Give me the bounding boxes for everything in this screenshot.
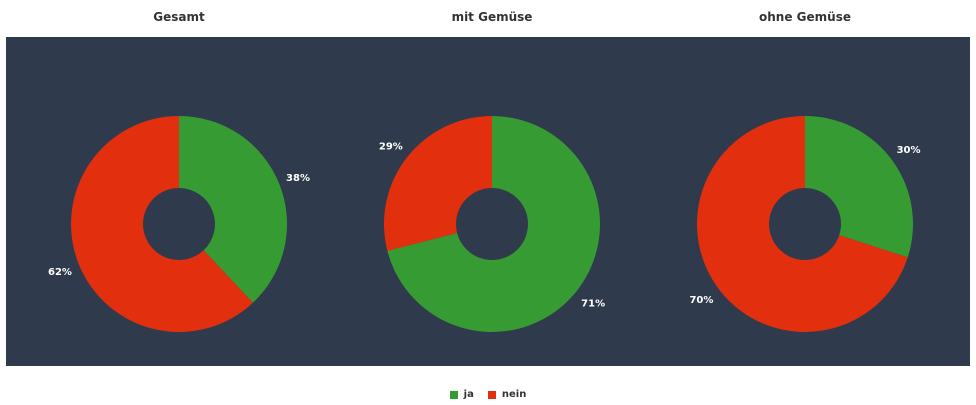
slice-label-2-nein: 70% — [689, 295, 713, 306]
slice-1-ja[interactable] — [387, 116, 600, 332]
chart-title-mit-gemuese: mit Gemüse — [451, 10, 533, 24]
legend-item-ja[interactable]: ja — [449, 389, 474, 400]
slice-label-1-ja: 71% — [581, 298, 605, 309]
legend-swatch-ja — [449, 390, 458, 399]
slice-0-nein[interactable] — [70, 116, 253, 332]
slice-2-ja[interactable] — [805, 116, 913, 258]
slice-label-2-ja: 30% — [897, 145, 921, 156]
slice-1-nein[interactable] — [384, 116, 492, 251]
legend-item-nein[interactable]: nein — [487, 389, 527, 400]
legend-label-nein: nein — [501, 389, 527, 400]
chart-titles: Gesamt mit Gemüse ohne Gemüse — [0, 0, 976, 36]
slice-label-0-ja: 38% — [286, 173, 310, 184]
slice-2-nein[interactable] — [697, 116, 908, 332]
chart-title-ohne-gemuese: ohne Gemüse — [759, 10, 851, 24]
legend: ja nein — [0, 389, 976, 400]
slice-label-0-nein: 62% — [48, 267, 72, 278]
slice-label-1-nein: 29% — [379, 142, 403, 153]
chart-title-gesamt: Gesamt — [153, 10, 205, 24]
legend-label-ja: ja — [463, 389, 474, 400]
legend-swatch-nein — [487, 390, 496, 399]
slice-0-ja[interactable] — [179, 116, 287, 303]
